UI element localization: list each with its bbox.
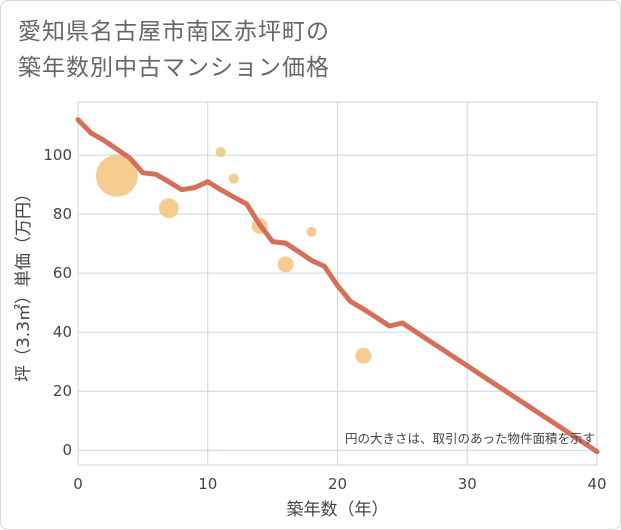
bubble-point bbox=[95, 154, 138, 197]
y-tick-label: 100 bbox=[43, 146, 72, 164]
bubble-point bbox=[228, 173, 239, 184]
y-tick-label: 40 bbox=[53, 323, 72, 341]
y-axis-title: 坪（3.3㎡）単価（万円） bbox=[14, 185, 34, 382]
bubble-size-note: 円の大きさは、取引のあった物件面積を示す bbox=[345, 431, 595, 446]
bubble-point bbox=[215, 147, 226, 158]
chart-title-line-2: 築年数別中古マンション価格 bbox=[18, 55, 330, 81]
bubble-series bbox=[95, 147, 372, 364]
x-tick-label: 0 bbox=[73, 475, 83, 493]
plot-area-border bbox=[77, 101, 598, 466]
y-tick-label: 20 bbox=[53, 382, 72, 400]
bubble-point bbox=[277, 256, 294, 273]
x-tick-label: 40 bbox=[587, 475, 606, 493]
chart-title: 愛知県名古屋市南区赤坪町の 築年数別中古マンション価格 bbox=[18, 14, 330, 86]
chart-title-line-1: 愛知県名古屋市南区赤坪町の bbox=[18, 19, 330, 45]
bubble-point bbox=[355, 347, 372, 364]
x-axis-title: 築年数（年） bbox=[287, 500, 389, 520]
bubble-point bbox=[158, 198, 179, 219]
trend-line bbox=[75, 117, 600, 455]
y-tick-label: 0 bbox=[62, 441, 72, 459]
y-axis-ticks: 0 20 40 60 80 100 bbox=[43, 146, 72, 459]
x-tick-label: 30 bbox=[458, 475, 477, 493]
x-tick-label: 20 bbox=[328, 475, 347, 493]
bubble-point bbox=[306, 226, 317, 237]
x-axis-ticks: 0 10 20 30 40 bbox=[73, 475, 606, 493]
y-tick-label: 80 bbox=[53, 205, 72, 223]
x-tick-label: 10 bbox=[198, 475, 217, 493]
y-tick-label: 60 bbox=[53, 264, 72, 282]
